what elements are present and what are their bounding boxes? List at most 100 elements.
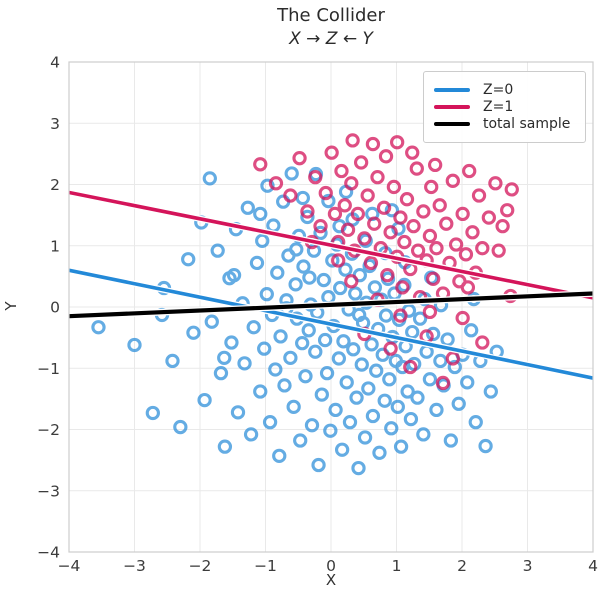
scatter-point-z-1 (393, 210, 408, 225)
scatter-point-z-0 (339, 375, 354, 390)
scatter-point-z-0 (217, 350, 232, 365)
scatter-point-z-1 (500, 203, 515, 218)
scatter-point-z-0 (412, 311, 428, 326)
scatter-point-z-0 (331, 351, 347, 366)
scatter-point-z-0 (403, 411, 419, 427)
scatter-point-z-1 (383, 225, 398, 240)
scatter-point-z-0 (393, 439, 409, 454)
scatter-point-z-0 (165, 353, 180, 369)
scatter-point-z-0 (230, 405, 246, 420)
scatter-point-z-0 (443, 433, 459, 448)
scatter-point-z-0 (311, 457, 326, 473)
scatter-point-z-1 (331, 253, 346, 268)
x-tick-label: 3 (523, 557, 533, 575)
y-tick-label: −3 (37, 482, 60, 500)
y-tick-label: 2 (50, 176, 60, 194)
scatter-point-z-0 (204, 314, 219, 329)
scatter-point-z-0 (300, 209, 315, 225)
scatter-point-z-0 (378, 308, 394, 323)
legend-item-z-0: Z=0 (434, 81, 575, 98)
scatter-point-z-0 (319, 365, 335, 381)
scatter-point-z-0 (277, 378, 292, 393)
scatter-point-z-0 (301, 323, 316, 338)
scatter-point-z-0 (357, 430, 373, 445)
scatter-point-z-1 (318, 185, 333, 201)
scatter-point-z-1 (458, 247, 474, 262)
scatter-point-z-1 (357, 231, 372, 246)
scatter-point-z-0 (295, 190, 310, 206)
scatter-series-z-1 (253, 133, 519, 391)
scatter-point-z-1 (405, 145, 420, 160)
scatter-point-z-0 (284, 166, 299, 181)
scatter-point-z-0 (262, 414, 278, 430)
legend-label: total sample (483, 116, 571, 133)
scatter-point-z-0 (314, 387, 329, 402)
scatter-point-z-1 (292, 151, 307, 166)
scatter-point-z-0 (317, 332, 333, 348)
scatter-point-z-1 (455, 206, 470, 222)
scatter-point-z-1 (448, 237, 464, 252)
scatter-point-z-0 (202, 171, 217, 186)
scatter-point-z-0 (253, 206, 268, 222)
scatter-point-z-0 (352, 307, 367, 323)
scatter-point-z-0 (266, 218, 281, 233)
scatter-point-z-0 (365, 408, 381, 424)
scatter-series-z-0 (91, 166, 504, 476)
scatter-point-z-0 (468, 414, 483, 430)
scatter-point-z-1 (475, 241, 490, 256)
scatter-point-z-1 (350, 206, 366, 222)
scatter-point-z-1 (427, 157, 443, 173)
legend-label: Z=0 (483, 81, 514, 98)
chart-subtitle: X → Z ← Y (289, 29, 373, 49)
y-tick-label: −2 (37, 421, 60, 439)
scatter-point-z-1 (399, 192, 415, 207)
chart-title: The Collider (277, 5, 385, 26)
scatter-point-z-1 (491, 243, 506, 258)
scatter-point-z-1 (380, 267, 395, 283)
scatter-point-z-1 (393, 308, 408, 323)
x-tick-label: −3 (123, 557, 146, 575)
y-axis-label: Y (2, 301, 20, 311)
scatter-point-z-0 (313, 225, 328, 241)
scatter-point-z-1 (253, 157, 268, 172)
y-tick-label: 1 (50, 237, 60, 255)
scatter-point-z-0 (321, 193, 336, 209)
scatter-point-z-0 (306, 243, 322, 258)
scatter-point-z-0 (405, 324, 420, 340)
scatter-point-z-1 (345, 133, 360, 148)
scatter-point-z-1 (324, 145, 339, 160)
scatter-point-z-0 (346, 342, 361, 357)
scatter-point-z-0 (483, 384, 498, 399)
scatter-point-z-0 (295, 335, 310, 351)
scatter-point-z-1 (370, 169, 385, 185)
legend-swatch-line (434, 87, 470, 92)
scatter-point-z-1 (422, 304, 438, 320)
scatter-point-z-0 (316, 272, 331, 288)
legend-label: Z=1 (483, 98, 514, 115)
scatter-point-z-1 (365, 136, 381, 152)
scatter-point-z-0 (377, 393, 392, 408)
scatter-point-z-0 (328, 402, 343, 418)
x-tick-label: −4 (58, 557, 81, 575)
y-tick-label: 4 (50, 54, 60, 72)
scatter-point-z-1 (488, 176, 503, 191)
scatter-point-z-0 (304, 418, 320, 433)
scatter-point-z-0 (410, 390, 425, 405)
scatter-point-z-1 (432, 198, 447, 213)
scatter-point-z-1 (409, 161, 424, 176)
fit-line-total-sample (69, 291, 593, 319)
scatter-point-z-1 (344, 176, 359, 191)
scatter-point-z-0 (426, 326, 441, 342)
scatter-point-z-0 (348, 286, 363, 301)
scatter-point-z-0 (400, 384, 415, 399)
scatter-point-z-0 (338, 262, 353, 277)
scatter-point-z-0 (243, 427, 259, 442)
scatter-point-z-0 (145, 405, 160, 421)
x-tick-label: 2 (457, 557, 467, 575)
scatter-point-z-0 (226, 267, 242, 283)
scatter-point-z-1 (397, 234, 412, 250)
scatter-point-z-0 (422, 372, 438, 387)
scatter-point-z-0 (259, 286, 274, 302)
scatter-point-z-1 (360, 188, 375, 203)
